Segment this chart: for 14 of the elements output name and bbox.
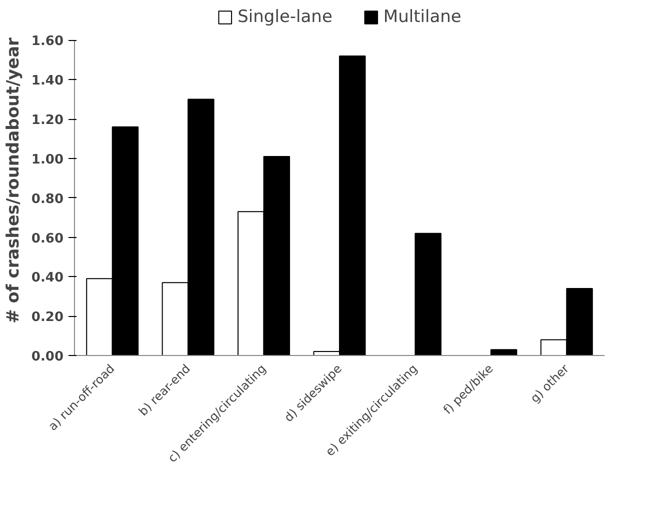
y-tick-label: 0.20 <box>31 310 64 326</box>
bar <box>490 349 518 356</box>
y-tick-label: 0.60 <box>31 231 64 246</box>
y-tick-label: 1.20 <box>31 113 64 128</box>
y-axis-title: # of crashes/roundabout/year <box>3 36 24 324</box>
legend-label: Multilane <box>383 7 462 27</box>
y-tick-label: 1.40 <box>31 74 64 89</box>
y-tick-label: 1.00 <box>31 152 64 168</box>
y-tick-label: 0.80 <box>31 192 64 207</box>
y-tick-label: 0.00 <box>31 350 64 364</box>
bar <box>414 232 442 356</box>
legend-label: Single-lane <box>238 7 332 27</box>
y-tick-label: 1.60 <box>31 34 64 50</box>
y-tick-label: 0.40 <box>31 270 64 286</box>
